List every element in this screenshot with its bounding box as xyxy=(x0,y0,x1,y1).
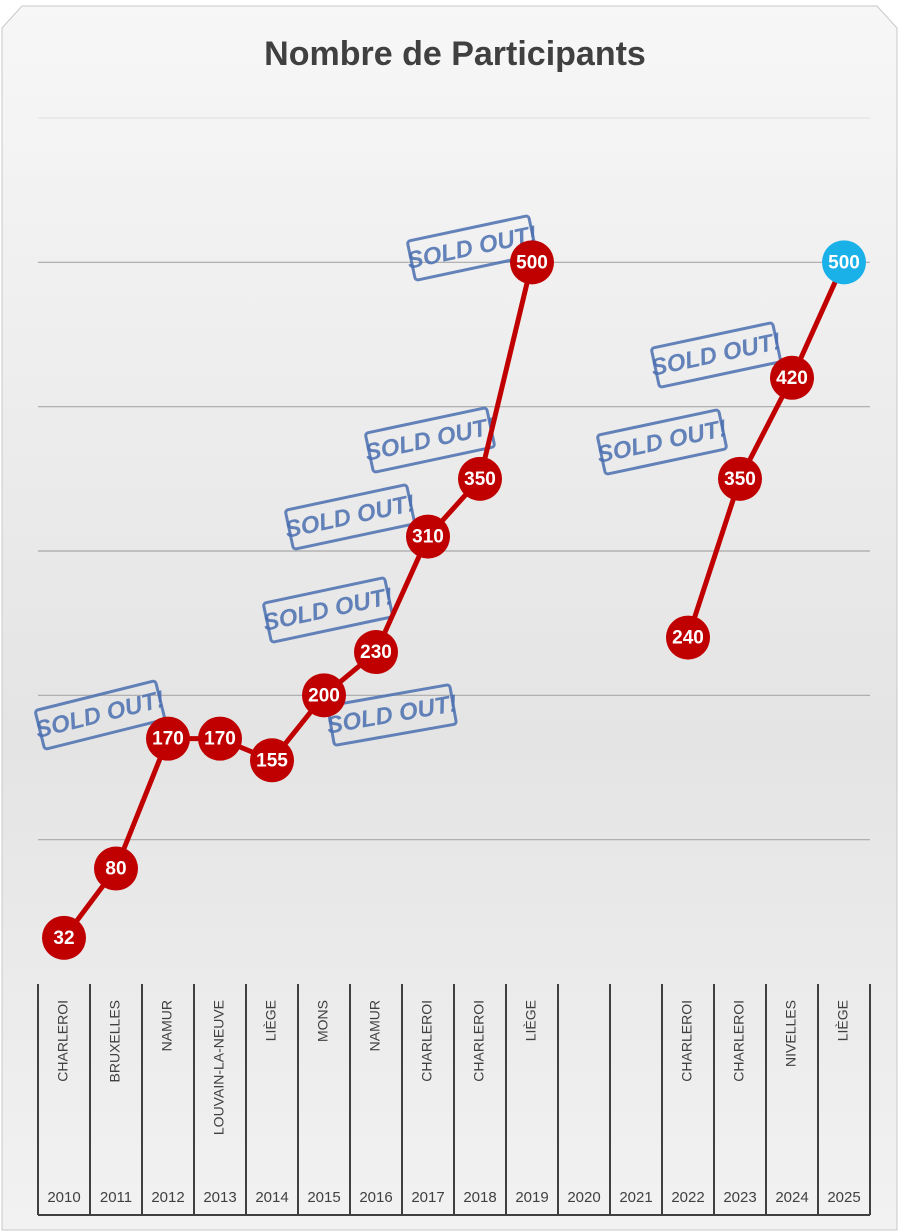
x-tick-label: 2014 xyxy=(255,1189,288,1206)
data-label: 80 xyxy=(105,859,126,880)
panel xyxy=(2,6,897,1230)
location-label: CHARLEROI xyxy=(679,1000,695,1082)
location-label: CHARLEROI xyxy=(55,1000,71,1082)
data-label: 170 xyxy=(152,729,184,750)
x-tick-label: 2011 xyxy=(100,1189,132,1206)
x-tick-label: 2023 xyxy=(723,1189,756,1206)
x-tick-label: 2010 xyxy=(47,1189,80,1206)
x-tick-label: 2019 xyxy=(515,1189,548,1206)
chart: Nombre de Participants 2010 CHARLEROI 2011… xyxy=(0,0,899,1232)
data-label: 200 xyxy=(308,685,340,706)
location-label: LIÈGE xyxy=(523,1000,539,1041)
x-tick-label: 2012 xyxy=(151,1189,184,1206)
x-tick-label: 2015 xyxy=(307,1189,340,1206)
data-label: 420 xyxy=(776,368,808,389)
data-label: 240 xyxy=(672,628,704,649)
location-label: LIÈGE xyxy=(263,1000,279,1041)
location-label: MONS xyxy=(315,1000,331,1042)
x-tick-label: 2025 xyxy=(827,1189,860,1206)
location-label: CHARLEROI xyxy=(419,1000,435,1082)
location-label: LIÈGE xyxy=(835,1000,851,1041)
location-label: CHARLEROI xyxy=(731,1000,747,1082)
x-tick-label: 2013 xyxy=(203,1189,236,1206)
location-label: BRUXELLES xyxy=(107,1000,123,1082)
data-label: 500 xyxy=(516,252,548,273)
x-tick-label: 2018 xyxy=(463,1189,496,1206)
page: {"chart_data": { "type": "line", "title"… xyxy=(0,0,899,1232)
data-label: 32 xyxy=(53,928,74,949)
x-tick-label: 2022 xyxy=(671,1189,704,1206)
x-tick-label: 2020 xyxy=(567,1189,600,1206)
x-tick-label: 2021 xyxy=(619,1189,652,1206)
data-label: 310 xyxy=(412,527,444,548)
x-tick-label: 2024 xyxy=(775,1189,808,1206)
location-label: NAMUR xyxy=(159,1000,175,1051)
data-label: 350 xyxy=(464,469,496,490)
data-label: 500 xyxy=(828,252,860,273)
x-tick-label: 2016 xyxy=(359,1189,392,1206)
data-label: 230 xyxy=(360,642,392,663)
data-label: 155 xyxy=(256,750,288,771)
chart-title: Nombre de Participants xyxy=(264,35,646,73)
x-tick-label: 2017 xyxy=(411,1189,444,1206)
location-label: LOUVAIN-LA-NEUVE xyxy=(211,1000,227,1135)
location-label: NIVELLES xyxy=(783,1000,799,1067)
location-label: NAMUR xyxy=(367,1000,383,1051)
data-label: 350 xyxy=(724,469,756,490)
data-label: 170 xyxy=(204,729,236,750)
location-label: CHARLEROI xyxy=(471,1000,487,1082)
